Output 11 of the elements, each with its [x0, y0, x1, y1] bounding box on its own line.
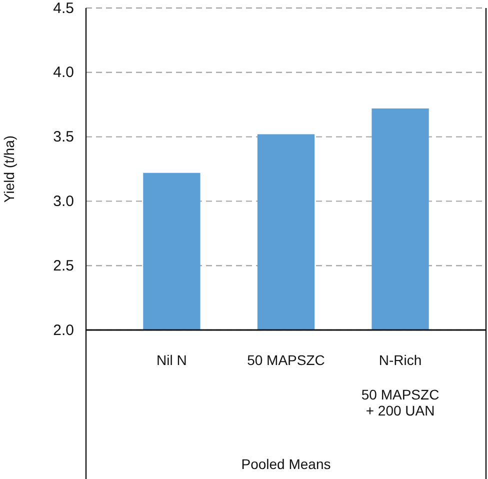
x-tick-label: 50 MAPSZC [247, 352, 325, 368]
y-tick-label: 2.0 [53, 322, 74, 339]
category-label: N-Rich 50 MAPSZC + 200 UAN [361, 352, 440, 418]
y-tick-label: 3.5 [53, 128, 74, 146]
x-tick-label: Nil N [156, 352, 187, 368]
y-axis-title: Yield (t/ha) [1, 135, 17, 203]
y-tick-label: 2.5 [53, 257, 74, 274]
y-tick-label: 4.5 [53, 0, 74, 17]
y-tick-label: 3.0 [53, 193, 74, 210]
y-tick-label: 4.0 [53, 64, 74, 82]
text: Pooled Means [241, 456, 331, 472]
